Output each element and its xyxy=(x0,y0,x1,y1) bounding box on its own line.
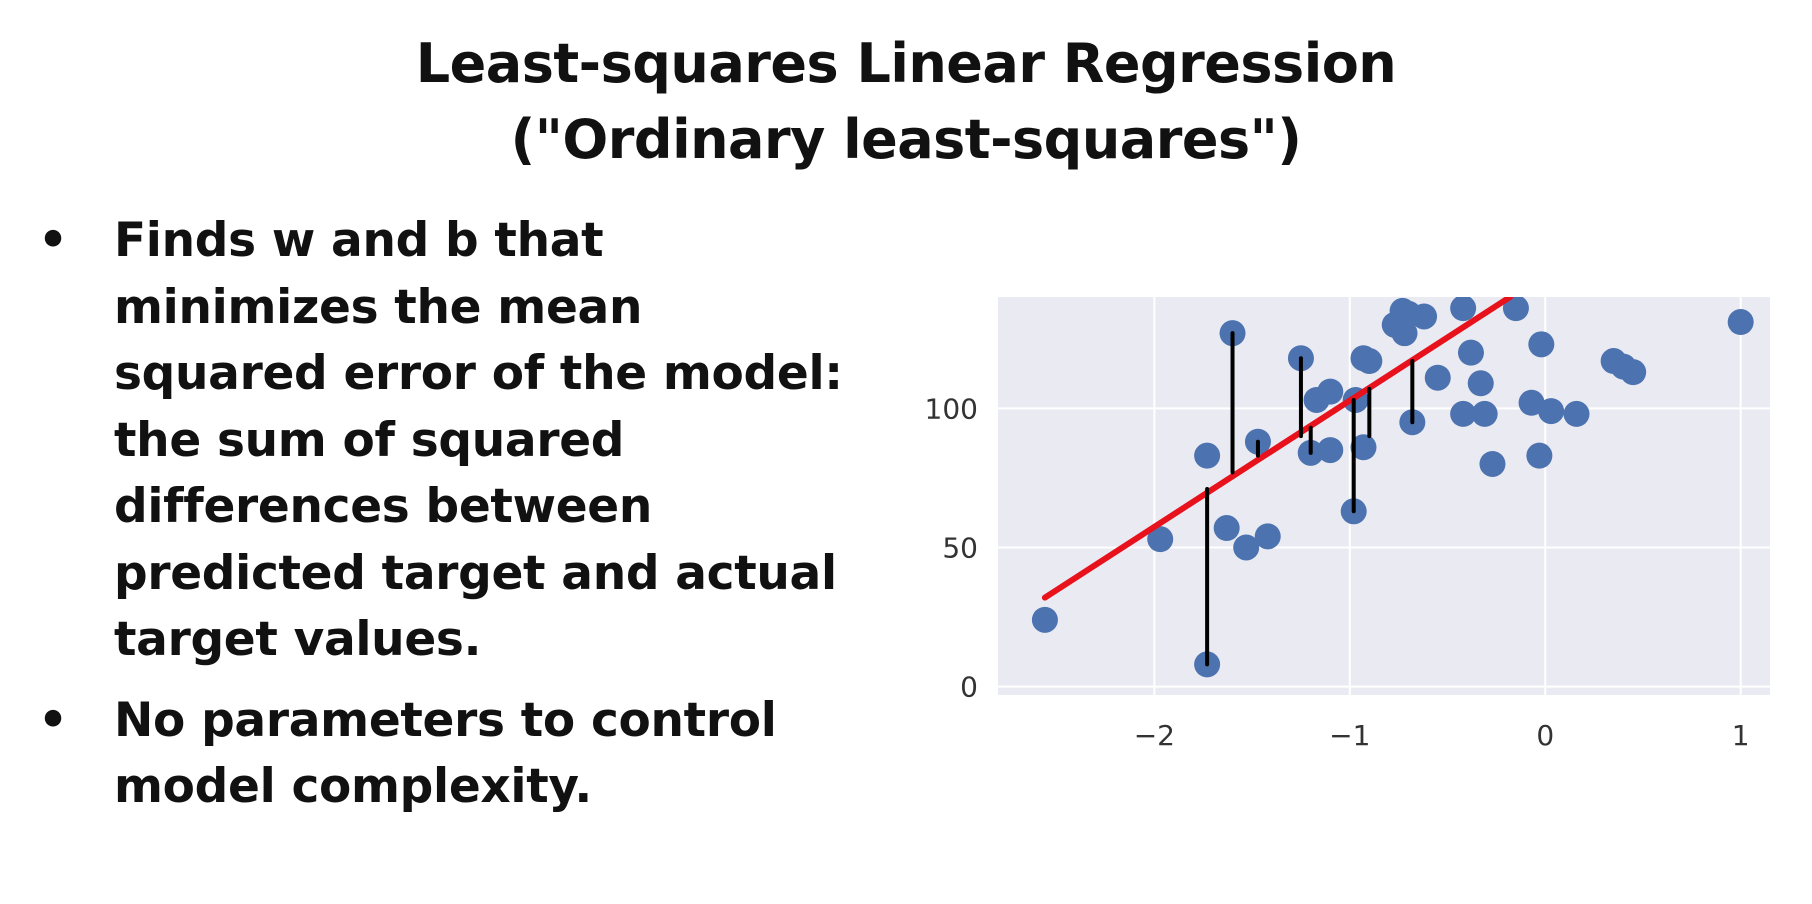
title-line-1: Least-squares Linear Regression xyxy=(415,32,1397,95)
data-point xyxy=(1467,370,1494,397)
data-point xyxy=(1471,400,1498,427)
data-point xyxy=(1147,526,1174,553)
data-point xyxy=(1518,389,1545,416)
y-tick-label: 50 xyxy=(942,531,978,564)
title-line-2: ("Ordinary least-squares") xyxy=(510,108,1302,171)
bullet-dot-icon: • xyxy=(38,692,68,748)
data-point xyxy=(1424,364,1451,391)
data-point xyxy=(1356,348,1383,375)
y-tick-label: 100 xyxy=(925,392,978,425)
bullet-line: the sum of squared xyxy=(114,412,625,468)
data-point xyxy=(1479,450,1506,477)
data-point xyxy=(1538,398,1565,425)
data-point xyxy=(1528,331,1555,358)
data-point xyxy=(1526,442,1553,469)
data-point xyxy=(1194,442,1221,469)
bullet-line: model complexity. xyxy=(114,759,592,814)
data-point xyxy=(1502,297,1529,322)
x-tick-label: 0 xyxy=(1536,719,1554,752)
data-point xyxy=(1233,534,1260,561)
data-point xyxy=(1563,400,1590,427)
data-point xyxy=(1450,400,1477,427)
bullet-line: squared error of the model: xyxy=(114,346,843,401)
data-point xyxy=(1391,320,1418,347)
bullet-line: minimizes the mean xyxy=(114,279,643,335)
data-point xyxy=(1457,339,1484,366)
bullet-item: • Finds w and b that minimizes the mean squ… xyxy=(38,208,868,674)
slide-title: Least-squares Linear Regression ("Ordina… xyxy=(0,26,1812,178)
data-point xyxy=(1727,309,1754,336)
bullet-line: predicted target and actual xyxy=(114,545,837,601)
data-point xyxy=(1254,523,1281,550)
data-point xyxy=(1317,378,1344,405)
x-tick-label: 1 xyxy=(1732,719,1750,752)
bullet-item: • No parameters to control model complexit… xyxy=(38,688,868,821)
bullet-line: differences between xyxy=(114,479,653,534)
scatter-plot: −2 −1 0 1 0 50 100 xyxy=(925,297,1770,752)
data-point xyxy=(1213,515,1240,542)
bullet-list: • Finds w and b that minimizes the mean squ… xyxy=(38,208,868,821)
data-point xyxy=(1317,437,1344,464)
x-tick-label: −1 xyxy=(1329,719,1370,752)
data-point xyxy=(1031,606,1058,633)
bullet-line: Finds w and b that xyxy=(114,213,604,268)
bullet-dot-icon: • xyxy=(38,213,68,268)
x-tick-label: −2 xyxy=(1134,719,1175,752)
data-point xyxy=(1411,303,1438,330)
bullet-line: target values. xyxy=(114,612,482,667)
data-point xyxy=(1620,359,1647,386)
data-point xyxy=(1450,297,1477,322)
data-point xyxy=(1350,434,1377,461)
regression-line xyxy=(1041,297,1514,601)
y-tick-label: 0 xyxy=(960,671,978,704)
plot-background xyxy=(998,297,1770,695)
bullet-line: No parameters to control xyxy=(114,692,777,748)
